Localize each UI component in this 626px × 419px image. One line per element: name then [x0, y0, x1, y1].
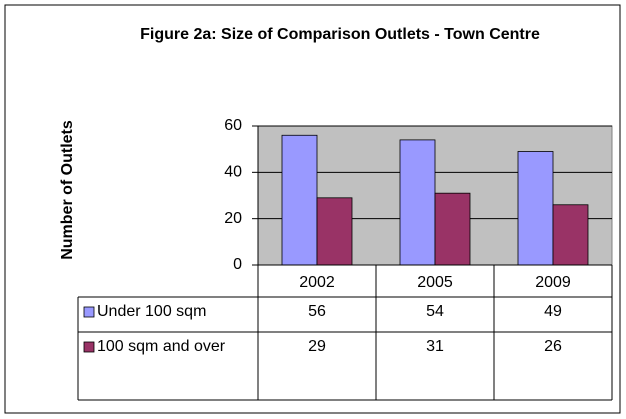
- x-tick-label: 2005: [417, 274, 453, 291]
- legend-label: Under 100 sqm: [97, 303, 207, 320]
- table-value: 56: [308, 303, 326, 320]
- table-value: 54: [426, 303, 444, 320]
- bar: [517, 151, 554, 266]
- x-tick-label: 2009: [535, 274, 571, 291]
- x-tick-label: 2002: [299, 274, 335, 291]
- legend-label: 100 sqm and over: [97, 338, 226, 355]
- bar: [281, 134, 318, 266]
- bar: [399, 139, 436, 266]
- table-value: 29: [308, 338, 326, 355]
- bar: [316, 197, 353, 266]
- table-value: 31: [426, 338, 444, 355]
- legend-key: [83, 306, 95, 318]
- y-tick-label: 40: [224, 164, 242, 181]
- table-value: 26: [544, 338, 562, 355]
- table-value: 49: [544, 303, 562, 320]
- bar: [552, 204, 589, 266]
- legend-key: [83, 341, 95, 353]
- y-axis-label: Number of Outlets: [59, 120, 76, 260]
- chart-title: Figure 2a: Size of Comparison Outlets - …: [140, 26, 540, 43]
- y-tick-label: 0: [233, 256, 242, 273]
- y-tick-label: 60: [224, 117, 242, 134]
- y-tick-label: 20: [224, 210, 242, 227]
- bar: [434, 192, 471, 266]
